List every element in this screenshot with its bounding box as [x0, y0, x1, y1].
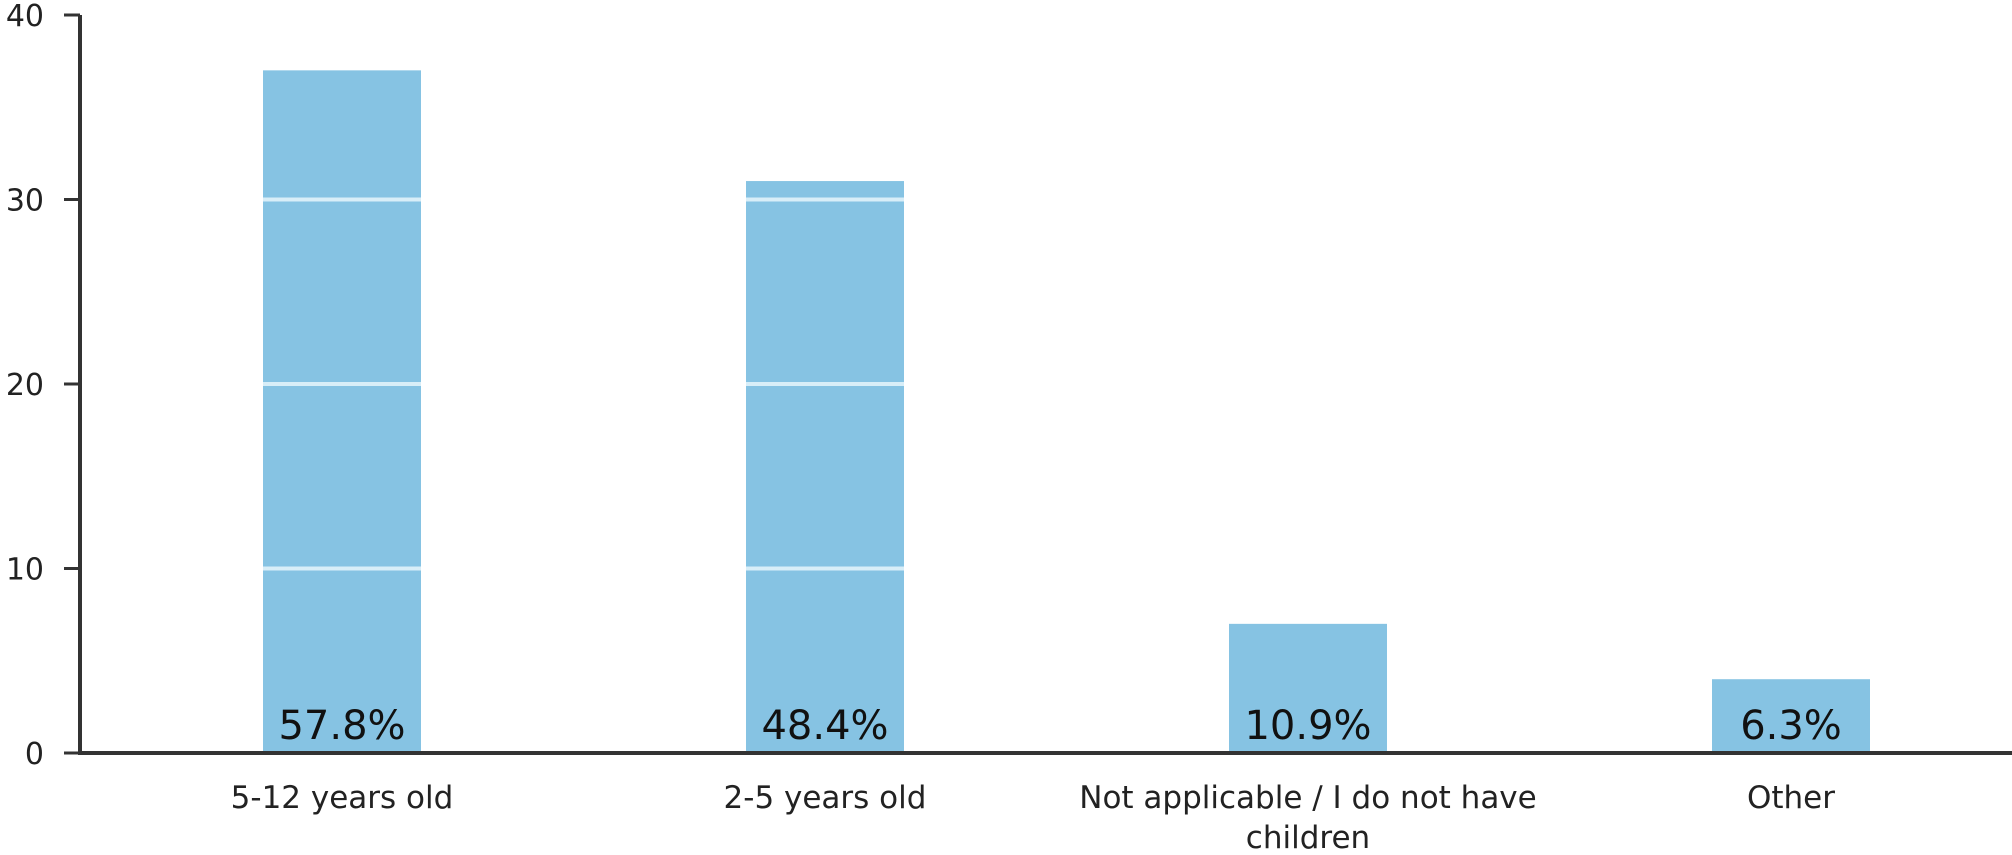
- data-label: 10.9%: [1244, 703, 1371, 749]
- y-tick-label: 20: [6, 368, 44, 403]
- x-category-label: Other: [1747, 780, 1835, 816]
- data-label: 48.4%: [761, 703, 888, 749]
- x-category-label: 2-5 years old: [724, 780, 927, 816]
- category-labels: 5-12 years old 2-5 years old Not applicabl…: [231, 780, 1836, 855]
- data-label: 57.8%: [278, 703, 405, 749]
- y-tick-label: 10: [6, 553, 44, 588]
- y-tick-label: 0: [25, 737, 44, 772]
- data-label: 6.3%: [1740, 703, 1842, 749]
- bars: [263, 70, 1870, 754]
- bar: [1712, 679, 1870, 753]
- bar: [1229, 623, 1387, 753]
- bar: [263, 70, 421, 754]
- x-category-label: 5-12 years old: [231, 780, 454, 816]
- y-tick-label: 30: [6, 184, 44, 219]
- y-tick-label: 40: [6, 0, 44, 34]
- y-axis-ticks: 0 10 20 30 40: [6, 0, 80, 772]
- x-category-label: Not applicable / I do not have children: [1079, 780, 1536, 855]
- bar: [746, 181, 904, 754]
- data-labels: 57.8% 48.4% 10.9% 6.3%: [278, 703, 1841, 749]
- gridlines: [263, 197, 904, 571]
